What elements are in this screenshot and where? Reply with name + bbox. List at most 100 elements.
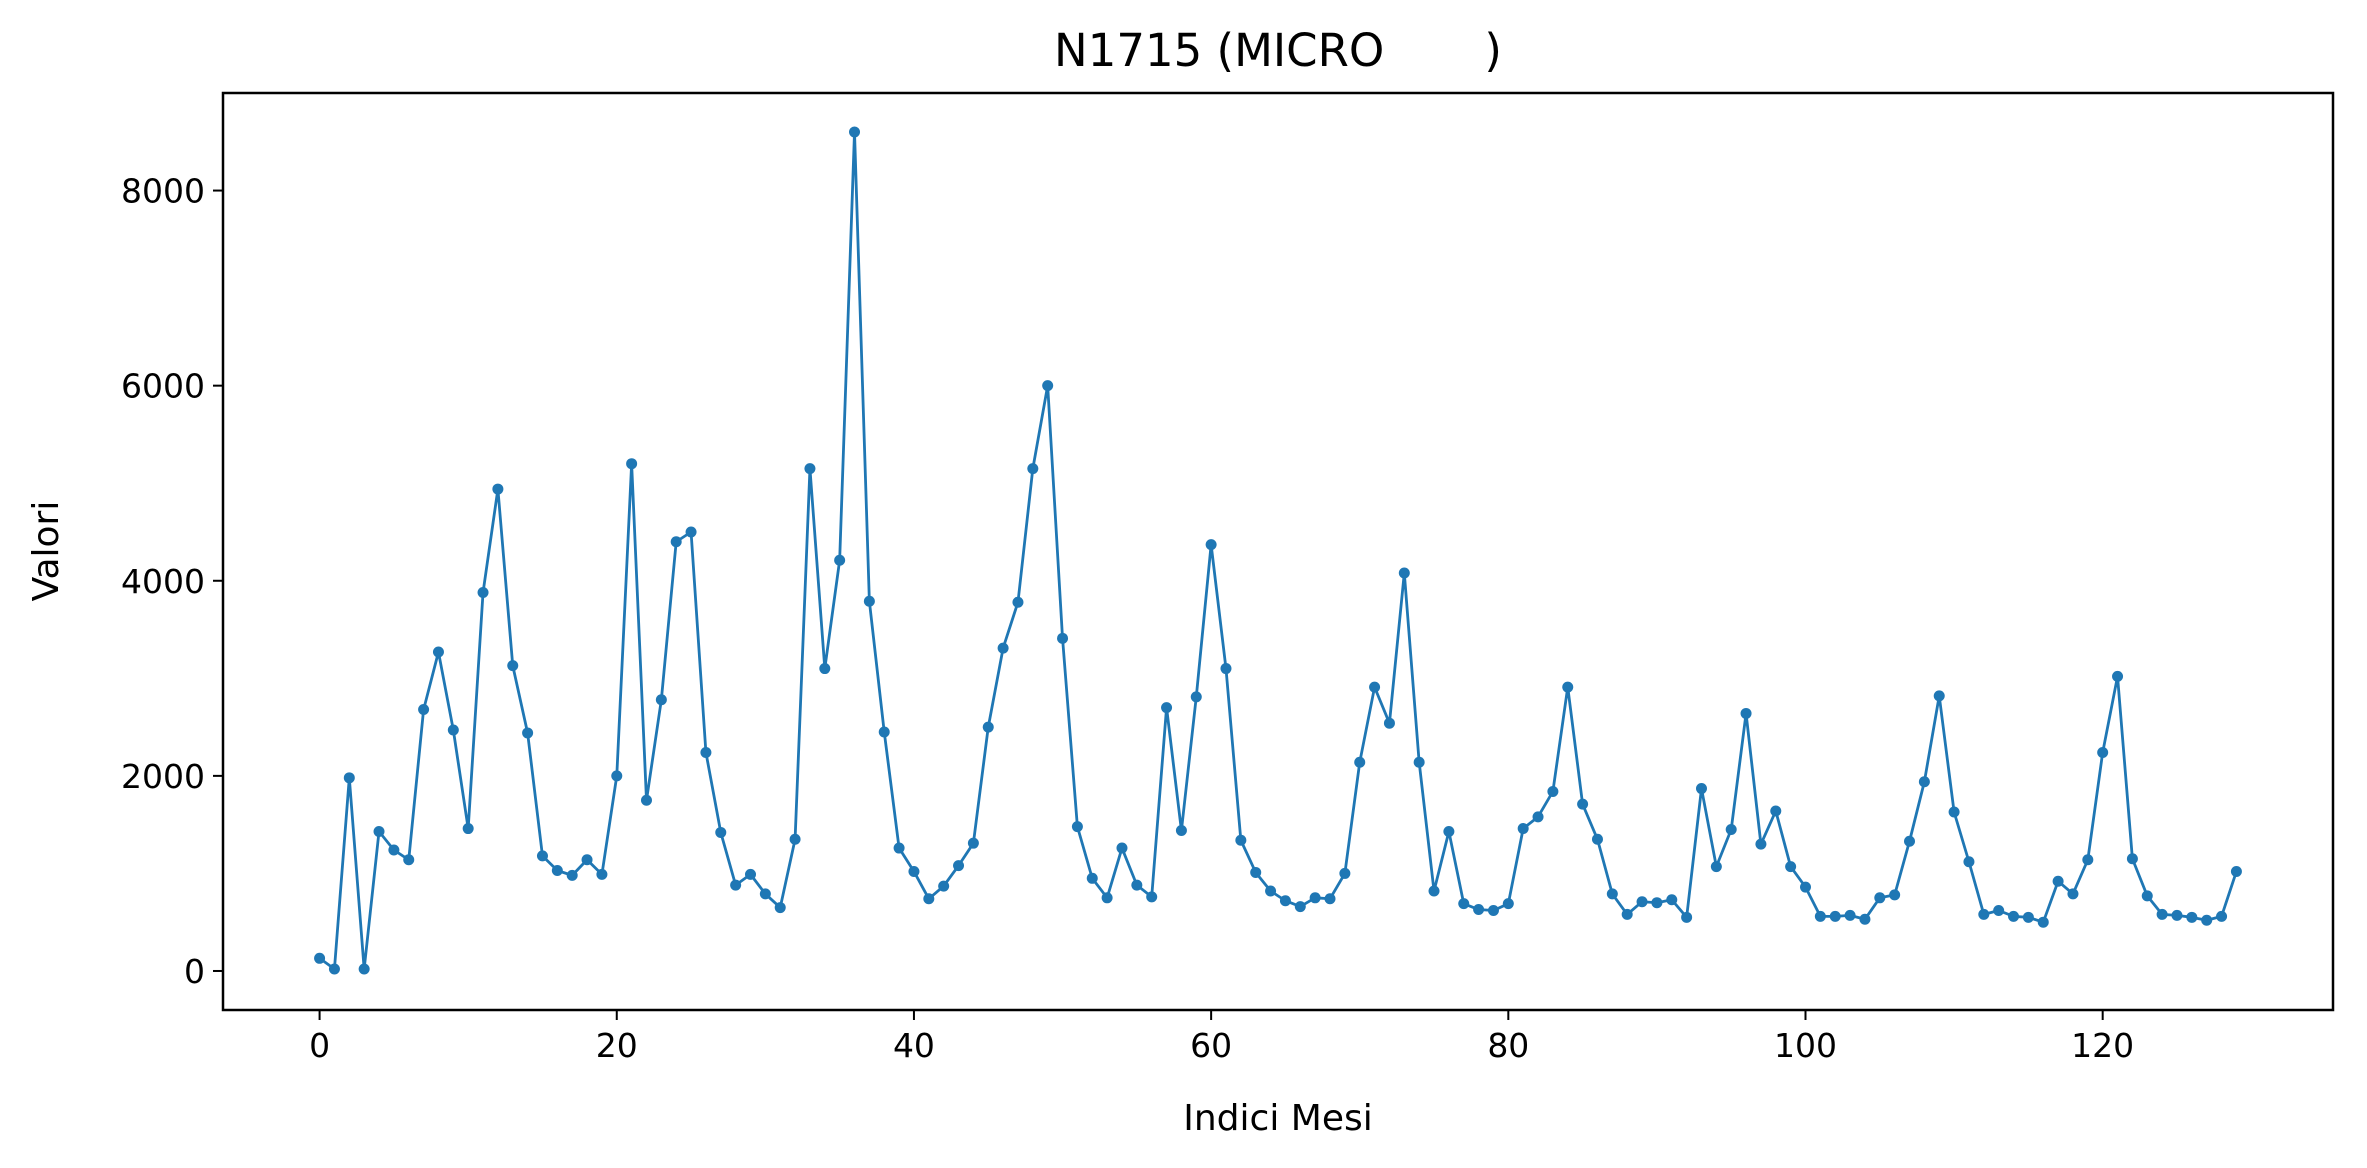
- data-point: [403, 854, 415, 866]
- data-point: [1963, 856, 1975, 868]
- data-point: [1666, 894, 1678, 906]
- y-axis: 0 2000 4000 6000 8000: [121, 172, 223, 991]
- data-point: [1324, 893, 1336, 905]
- data-point: [938, 880, 950, 892]
- data-point: [953, 860, 965, 872]
- data-point: [1279, 895, 1291, 907]
- data-point: [1250, 866, 1262, 878]
- data-point: [1993, 905, 2005, 916]
- data-point: [700, 746, 712, 758]
- data-point: [1012, 596, 1024, 608]
- data-point: [834, 554, 846, 566]
- data-point: [849, 126, 861, 138]
- data-point: [878, 726, 890, 738]
- data-point: [1621, 908, 1633, 920]
- data-point: [1681, 911, 1693, 923]
- data-point: [1918, 776, 1930, 788]
- data-point: [1547, 785, 1559, 797]
- data-point: [1458, 898, 1470, 910]
- data-point: [1294, 901, 1306, 913]
- data-point: [2141, 890, 2153, 902]
- data-point: [1487, 905, 1499, 916]
- data-point: [640, 794, 652, 806]
- data-point: [1889, 889, 1901, 901]
- data-point: [715, 826, 727, 838]
- data-point: [759, 888, 771, 900]
- data-point: [1413, 756, 1425, 768]
- y-tick-label: 6000: [121, 367, 205, 406]
- data-point: [1220, 663, 1232, 675]
- data-point: [1755, 838, 1767, 850]
- data-point: [2112, 670, 2124, 682]
- x-tick-label: 80: [1487, 1026, 1529, 1065]
- data-point: [1933, 690, 1945, 702]
- data-point: [1116, 842, 1128, 854]
- data-point: [1562, 681, 1574, 693]
- data-point: [1859, 913, 1871, 925]
- data-point: [819, 663, 831, 675]
- data-point: [1042, 380, 1054, 392]
- data-point: [1740, 707, 1752, 719]
- data-point: [893, 842, 905, 854]
- data-point: [1532, 811, 1544, 823]
- data-point: [581, 854, 593, 866]
- data-point: [1339, 867, 1351, 879]
- data-point: [1235, 834, 1247, 846]
- data-point: [596, 868, 608, 880]
- data-point: [1636, 896, 1648, 908]
- data-point: [1428, 885, 1440, 897]
- data-point: [730, 879, 742, 891]
- chart-title: N1715 (MICRO ): [1054, 24, 1502, 77]
- data-point: [2126, 853, 2138, 865]
- data-point: [1785, 861, 1797, 873]
- data-point: [358, 963, 370, 975]
- data-point: [2216, 910, 2228, 922]
- data-point: [863, 595, 875, 607]
- y-tick-label: 8000: [121, 172, 205, 211]
- data-point: [1473, 904, 1485, 916]
- data-point: [2201, 914, 2213, 926]
- data-point: [388, 844, 400, 856]
- data-point: [1695, 783, 1707, 795]
- data-point: [2097, 746, 2109, 758]
- data-point: [1710, 861, 1722, 873]
- plot-frame: [221, 91, 2335, 1012]
- x-axis: 0 20 40 60 80 100 120: [309, 1010, 2134, 1065]
- x-tick-label: 120: [2071, 1026, 2134, 1065]
- data-point: [343, 772, 355, 784]
- data-point: [2037, 916, 2049, 928]
- y-axis-label: Valori: [26, 501, 67, 602]
- data-point: [1770, 805, 1782, 817]
- data-point: [1265, 885, 1277, 897]
- data-point: [507, 660, 519, 672]
- data-point: [1948, 806, 1960, 818]
- data-point: [1398, 567, 1410, 579]
- data-point: [373, 825, 385, 837]
- data-point: [923, 893, 935, 905]
- data-point: [1725, 824, 1737, 836]
- data-point: [655, 694, 667, 706]
- x-axis-label: Indici Mesi: [1183, 1098, 1373, 1139]
- data-point: [328, 963, 340, 975]
- data-point: [462, 823, 474, 835]
- series-layer: [314, 126, 2242, 975]
- data-point: [1205, 539, 1217, 551]
- data-point: [1071, 821, 1083, 833]
- data-point: [1800, 881, 1811, 893]
- data-point: [611, 770, 623, 782]
- data-point: [314, 952, 326, 964]
- data-point: [1829, 910, 1841, 922]
- data-point: [626, 458, 638, 470]
- data-point: [1354, 756, 1366, 768]
- series-line: [318, 130, 2238, 971]
- data-point: [2082, 854, 2094, 866]
- data-point: [997, 642, 1009, 654]
- x-tick-label: 60: [1190, 1026, 1232, 1065]
- data-point: [1190, 691, 1202, 703]
- data-point: [1904, 835, 1916, 847]
- data-point: [1383, 717, 1395, 729]
- data-point: [2156, 908, 2168, 920]
- y-tick-label: 0: [184, 952, 205, 991]
